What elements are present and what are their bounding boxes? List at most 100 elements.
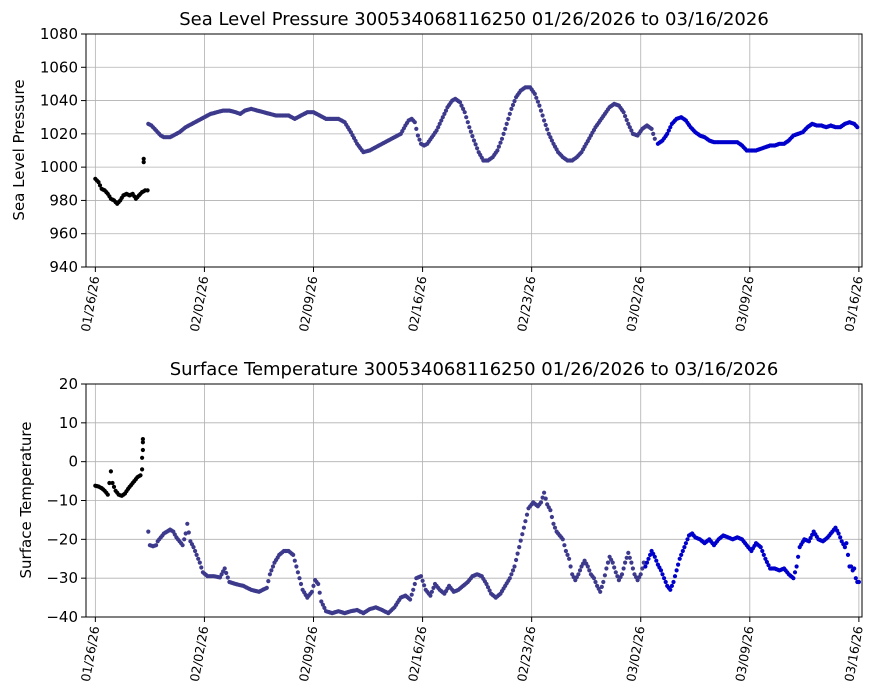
data-point — [140, 467, 145, 472]
data-point — [542, 490, 547, 495]
data-point — [585, 564, 590, 569]
data-point — [644, 560, 650, 565]
y-tick-label: 0 — [68, 453, 78, 471]
data-point — [457, 100, 463, 105]
data-point — [523, 519, 528, 524]
data-point — [626, 550, 631, 556]
chart-title: Sea Level Pressure 300534068116250 01/26… — [179, 9, 769, 30]
data-point — [855, 125, 860, 130]
data-point — [107, 480, 112, 486]
data-point — [806, 539, 812, 544]
surface-temperature-chart: −40 −30 −20 −10 0 10 20 01/26/26 02/02/26 02/09/… — [17, 359, 866, 683]
data-point — [621, 110, 626, 115]
data-point — [503, 126, 508, 131]
data-point — [623, 560, 628, 565]
plot-frame — [85, 33, 863, 268]
chart-title: Surface Temperature 300534068116250 01/2… — [170, 359, 779, 380]
data-point — [140, 447, 145, 453]
data-point — [685, 537, 690, 542]
data-point — [627, 125, 632, 130]
data-point — [185, 521, 190, 526]
y-tick-label: 20 — [59, 375, 78, 393]
data-point — [599, 584, 604, 590]
data-point — [856, 579, 862, 585]
data-point — [512, 99, 517, 104]
data-point — [111, 484, 117, 489]
data-point — [495, 148, 500, 153]
data-point — [543, 122, 548, 128]
data-point — [665, 131, 670, 136]
data-point — [222, 566, 227, 571]
data-point — [629, 128, 634, 133]
data-point — [842, 545, 848, 550]
data-point — [409, 592, 414, 597]
data-point — [548, 135, 553, 140]
data-point — [646, 556, 651, 561]
data-point — [193, 548, 198, 554]
data-point — [601, 579, 606, 585]
y-tick-label: 10 — [59, 414, 78, 432]
data-point — [470, 134, 475, 139]
data-point — [467, 125, 472, 130]
data-point — [510, 102, 516, 108]
data-point — [141, 160, 146, 165]
data-point — [623, 114, 628, 119]
data-point — [666, 128, 671, 133]
data-point — [810, 532, 815, 537]
data-point — [509, 572, 514, 577]
data-point — [141, 156, 146, 161]
data-point — [849, 564, 854, 569]
x-tick-label: 02/09/26 — [296, 625, 321, 683]
data-point — [668, 125, 673, 130]
data-point — [624, 117, 629, 123]
data-point — [199, 565, 204, 570]
data-point — [197, 560, 202, 565]
data-point — [545, 127, 550, 132]
data-point — [524, 512, 530, 517]
data-point — [668, 587, 673, 592]
data-point — [418, 574, 424, 579]
data-point — [538, 108, 544, 113]
data-point — [761, 552, 766, 558]
data-point — [473, 142, 478, 147]
data-point — [796, 554, 801, 559]
data-point — [626, 121, 631, 126]
data-point — [568, 564, 573, 569]
data-point — [420, 578, 425, 583]
data-point — [311, 583, 316, 589]
data-point — [270, 564, 276, 569]
x-tick-label: 03/02/26 — [623, 625, 648, 683]
data-point — [682, 545, 687, 550]
data-point — [428, 593, 433, 598]
data-point — [309, 589, 314, 594]
data-point — [319, 599, 324, 604]
data-point — [180, 543, 185, 548]
data-point — [443, 108, 449, 113]
data-point — [630, 566, 636, 571]
data-point — [576, 572, 581, 577]
data-point — [663, 579, 668, 585]
data-point — [292, 558, 297, 563]
data-point — [462, 110, 467, 115]
data-point — [291, 552, 296, 558]
data-point — [537, 103, 542, 108]
x-tick-label: 02/16/26 — [405, 275, 430, 333]
data-point — [224, 570, 229, 576]
data-point — [638, 572, 643, 577]
data-point — [852, 566, 857, 571]
data-point — [186, 530, 191, 535]
data-point — [517, 545, 522, 550]
y-ticks: −40 −30 −20 −10 0 10 20 — [46, 375, 86, 626]
data-point — [538, 500, 544, 505]
data-point — [484, 581, 489, 587]
data-point — [465, 120, 470, 125]
data-point — [674, 568, 679, 573]
x-tick-label: 02/16/26 — [405, 625, 430, 683]
data-point — [434, 128, 439, 133]
data-point — [298, 581, 304, 587]
data-point — [641, 560, 646, 565]
x-tick-label: 03/09/26 — [732, 275, 757, 333]
data-points — [93, 85, 860, 206]
data-point — [593, 579, 598, 585]
data-point — [461, 106, 466, 111]
